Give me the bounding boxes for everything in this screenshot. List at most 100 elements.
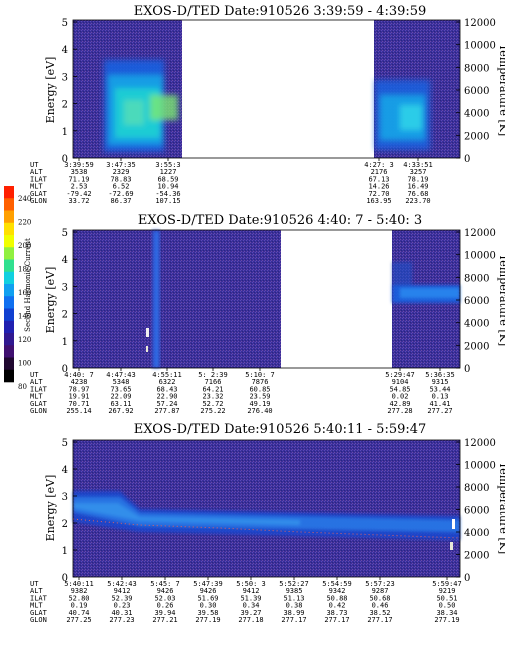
ephemeris-value: 9382 xyxy=(71,587,88,595)
ephemeris-value: 78.19 xyxy=(407,175,428,183)
ephemeris-value: 10.94 xyxy=(157,183,178,191)
ephemeris-value: 277.19 xyxy=(434,616,459,624)
ephemeris-value: 39.58 xyxy=(197,609,218,617)
ephemeris-value: 22.09 xyxy=(110,393,131,401)
colorbar-tick-label: 160 xyxy=(18,289,31,297)
ephemeris-row-label: UT xyxy=(30,580,39,588)
ephemeris-value: 68.43 xyxy=(156,385,177,393)
ephemeris-value: 275.22 xyxy=(200,407,225,415)
energy-axis-label: Energy [eV] xyxy=(44,475,57,542)
temperature-tick-label: 12000 xyxy=(464,228,496,239)
energy-tick-label: 3 xyxy=(62,492,68,503)
ut-tick-label: 4:47:43 xyxy=(106,371,136,379)
ephemeris-value: 52.03 xyxy=(154,594,175,602)
energy-tick-label: 1 xyxy=(62,337,68,348)
ephemeris-value: 64.21 xyxy=(202,385,223,393)
ephemeris-value: 2329 xyxy=(113,168,130,176)
ephemeris-value: 6.52 xyxy=(113,183,130,191)
ephemeris-value: 50.88 xyxy=(326,594,347,602)
temperature-tick-label: 0 xyxy=(464,573,470,584)
ephemeris-value: 9315 xyxy=(432,378,449,386)
ephemeris-row-label: GLON xyxy=(30,616,47,624)
ephemeris-value: 68.59 xyxy=(157,175,178,183)
energy-tick-label: 0 xyxy=(62,573,68,584)
colorbar-cell xyxy=(4,308,14,322)
colorbar-cell xyxy=(4,222,14,236)
energy-tick-label: 4 xyxy=(62,255,68,266)
ephemeris-value: 33.72 xyxy=(68,197,89,205)
ut-tick-label: 4:33:51 xyxy=(403,161,433,169)
ephemeris-value: 54.85 xyxy=(389,385,410,393)
temperature-tick-label: 4000 xyxy=(464,109,489,120)
energy-axis-label: Energy [eV] xyxy=(44,57,57,124)
temperature-tick-label: 4000 xyxy=(464,319,489,330)
ephemeris-value: 38.34 xyxy=(436,609,457,617)
ephemeris-value: 72.70 xyxy=(368,190,389,198)
ephemeris-value: 2.53 xyxy=(71,183,88,191)
ephemeris-value: 277.21 xyxy=(152,616,177,624)
ephemeris-row-label: MLT xyxy=(30,183,43,191)
ephemeris-value: 277.25 xyxy=(66,616,91,624)
ephemeris-value: 52.72 xyxy=(202,400,223,408)
ephemeris-value: 53.44 xyxy=(429,385,450,393)
temperature-tick-label: 2000 xyxy=(464,551,489,562)
ut-tick-label: 5:36:35 xyxy=(425,371,455,379)
temperature-tick-label: 10000 xyxy=(464,251,496,262)
ephemeris-value: 60.85 xyxy=(249,385,270,393)
ephemeris-value: 42.89 xyxy=(389,400,410,408)
temperature-tick-label: 10000 xyxy=(464,41,496,52)
ephemeris-value: 71.19 xyxy=(68,175,89,183)
temperature-tick-label: 12000 xyxy=(464,438,496,449)
ephemeris-value: 39.27 xyxy=(240,609,261,617)
ephemeris-value: 1227 xyxy=(160,168,177,176)
ephemeris-row-label: GLON xyxy=(30,407,47,415)
ephemeris-value: 70.71 xyxy=(68,400,89,408)
temperature-tick-label: 2000 xyxy=(464,131,489,142)
temperature-tick-label: 10000 xyxy=(464,461,496,472)
ephemeris-value: 9412 xyxy=(114,587,131,595)
ephemeris-value: 4238 xyxy=(71,378,88,386)
temperature-tick-label: 6000 xyxy=(464,506,489,517)
ephemeris-row-label: ILAT xyxy=(30,594,48,602)
colorbar-tick-label: 100 xyxy=(18,360,31,368)
temperature-tick-label: 2000 xyxy=(464,341,489,352)
ephemeris-value: 277.17 xyxy=(281,616,306,624)
ephemeris-value: 51.39 xyxy=(240,594,261,602)
energy-tick-label: 2 xyxy=(62,100,68,111)
ephemeris-value: 277.17 xyxy=(324,616,349,624)
ephemeris-row-label: ALT xyxy=(30,168,43,176)
ephemeris-value: 3538 xyxy=(71,168,88,176)
colorbar-cell xyxy=(4,259,14,273)
spike-marker xyxy=(146,346,148,352)
temperature-tick-label: 8000 xyxy=(464,483,489,494)
colorbar-tick-label: 240 xyxy=(18,195,31,203)
ut-tick-label: 5:40:11 xyxy=(64,580,94,588)
temperature-axis-label: Temperature [K] xyxy=(497,44,505,136)
plot-frame xyxy=(72,19,461,159)
colorbar-cell xyxy=(4,235,14,248)
spike-marker xyxy=(450,542,453,550)
spike-marker xyxy=(146,328,149,337)
colorbar-cell xyxy=(4,369,14,383)
energy-tick-label: 3 xyxy=(62,72,68,83)
energy-tick-label: 0 xyxy=(62,364,68,375)
colorbar-label: Second Harmonic Current xyxy=(24,238,32,332)
ephemeris-row-label: ALT xyxy=(30,587,43,595)
ephemeris-value: 39.94 xyxy=(154,609,175,617)
ephemeris-value: 38.73 xyxy=(326,609,347,617)
ephemeris-value: 163.95 xyxy=(366,197,391,205)
spectrogram-left xyxy=(73,230,281,368)
ut-tick-label: 3:55:3 xyxy=(155,161,180,169)
temperature-tick-label: 0 xyxy=(464,364,470,375)
ut-tick-label: 3:39:59 xyxy=(64,161,94,169)
ephemeris-value: 22.90 xyxy=(156,393,177,401)
panel-title: EXOS-D/TED Date:910526 5:40:11 - 5:59:47 xyxy=(134,422,427,437)
ephemeris-value: -79.42 xyxy=(66,190,91,198)
ephemeris-value: 0.46 xyxy=(372,602,389,610)
ephemeris-value: 67.13 xyxy=(368,175,389,183)
panel-title: EXOS-D/TED Date:910526 3:39:59 - 4:39:59 xyxy=(134,4,427,19)
colorbar-tick-label: 120 xyxy=(18,336,31,344)
ephemeris-value: -54.36 xyxy=(155,190,180,198)
ephemeris-value: 9426 xyxy=(200,587,217,595)
